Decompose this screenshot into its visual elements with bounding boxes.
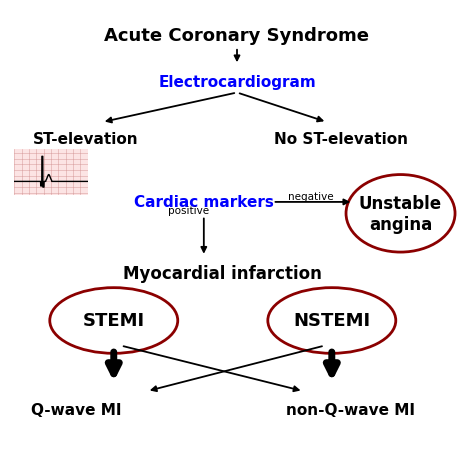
Text: non-Q-wave MI: non-Q-wave MI [286,402,415,417]
Text: Myocardial infarction: Myocardial infarction [123,264,322,282]
Text: Unstable
angina: Unstable angina [359,194,442,233]
Text: ST-elevation: ST-elevation [33,131,138,146]
Text: STEMI: STEMI [82,312,145,330]
Text: Electrocardiogram: Electrocardiogram [158,75,316,89]
Text: Cardiac markers: Cardiac markers [134,195,274,210]
Text: No ST-elevation: No ST-elevation [274,131,408,146]
Text: positive: positive [168,205,210,215]
Text: Acute Coronary Syndrome: Acute Coronary Syndrome [104,27,370,46]
Text: negative: negative [288,192,333,202]
Text: NSTEMI: NSTEMI [293,312,370,330]
Text: Q-wave MI: Q-wave MI [31,402,121,417]
